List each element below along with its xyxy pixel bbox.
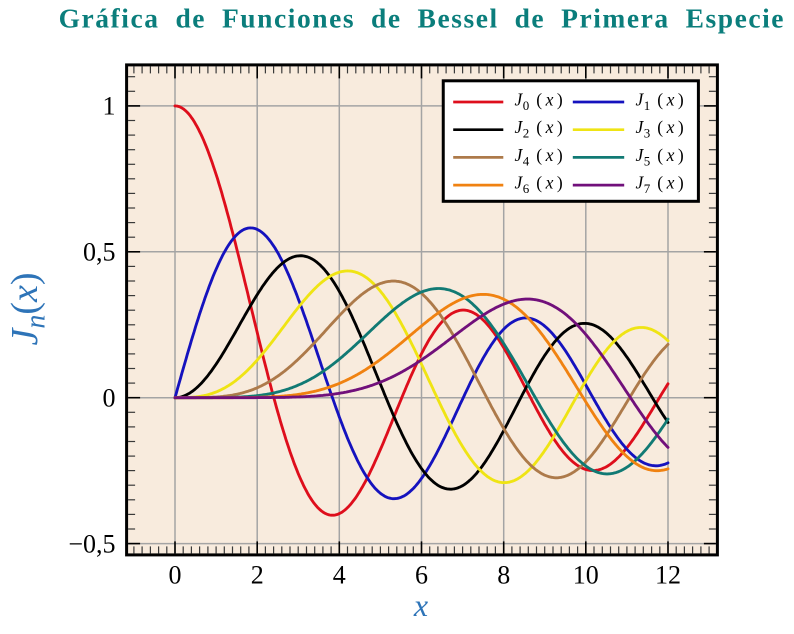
svg-text:12: 12 bbox=[655, 561, 681, 590]
svg-text:J3(x): J3(x) bbox=[636, 117, 684, 141]
svg-text:6: 6 bbox=[415, 561, 428, 590]
svg-text:J2(x): J2(x) bbox=[515, 117, 563, 141]
svg-text:Jn(x): Jn(x) bbox=[4, 272, 52, 345]
svg-text:8: 8 bbox=[497, 561, 510, 590]
svg-text:J4(x): J4(x) bbox=[515, 145, 563, 169]
svg-text:4: 4 bbox=[333, 561, 346, 590]
svg-text:J6(x): J6(x) bbox=[515, 173, 563, 197]
svg-text:−0,5: −0,5 bbox=[68, 529, 115, 558]
svg-text:0: 0 bbox=[103, 383, 116, 412]
svg-text:Gráfica de Funciones de Bessel: Gráfica de Funciones de Bessel de Primer… bbox=[59, 3, 785, 34]
svg-text:1: 1 bbox=[103, 92, 116, 121]
svg-text:J0(x): J0(x) bbox=[515, 90, 563, 114]
svg-text:0,5: 0,5 bbox=[83, 238, 116, 267]
svg-text:2: 2 bbox=[251, 561, 264, 590]
svg-text:0: 0 bbox=[169, 561, 182, 590]
svg-text:x: x bbox=[413, 587, 428, 623]
svg-text:J7(x): J7(x) bbox=[636, 173, 684, 197]
svg-text:10: 10 bbox=[573, 561, 599, 590]
svg-text:J1(x): J1(x) bbox=[636, 90, 684, 114]
svg-text:J5(x): J5(x) bbox=[636, 145, 684, 169]
